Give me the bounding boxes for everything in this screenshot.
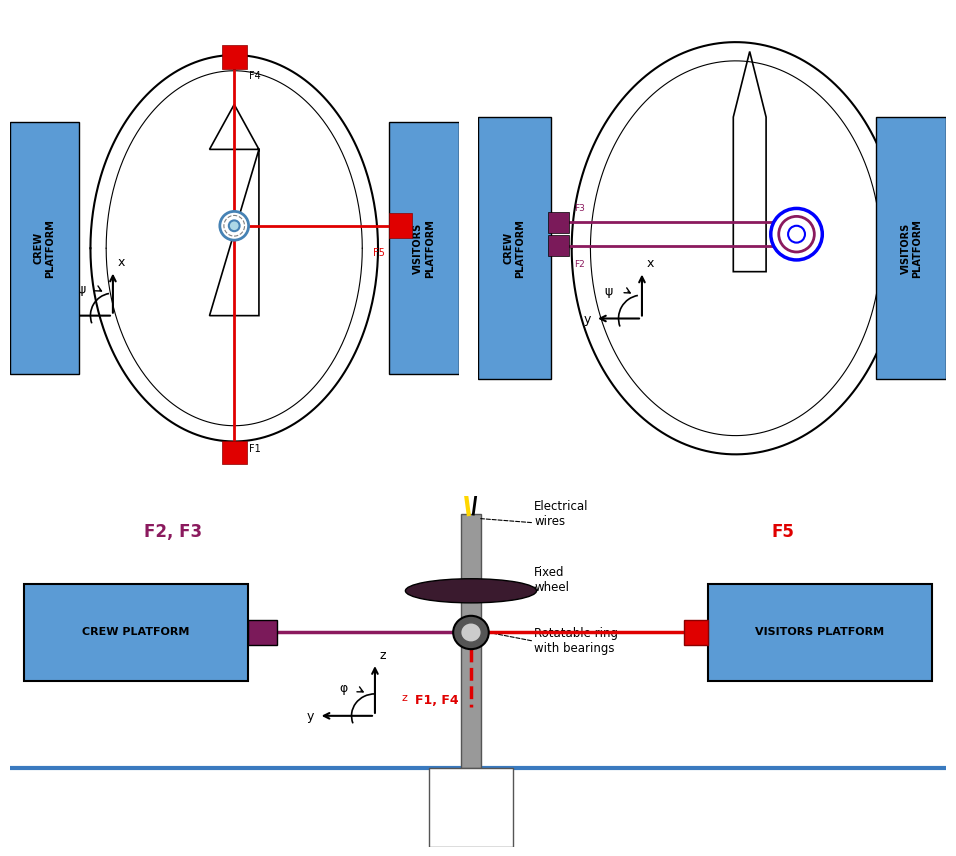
Bar xyxy=(10,122,79,374)
Text: φ: φ xyxy=(339,681,348,695)
Text: F5: F5 xyxy=(373,248,384,259)
Text: F2: F2 xyxy=(574,260,585,269)
Circle shape xyxy=(228,220,240,231)
Circle shape xyxy=(461,623,481,642)
Text: VISITORS
PLATFORM: VISITORS PLATFORM xyxy=(901,219,923,277)
Bar xyxy=(389,213,412,238)
Circle shape xyxy=(220,211,249,241)
Bar xyxy=(222,441,247,464)
Text: VISITORS
PLATFORM: VISITORS PLATFORM xyxy=(413,219,435,277)
Circle shape xyxy=(453,615,489,649)
Text: x: x xyxy=(646,257,654,270)
Bar xyxy=(548,212,570,233)
Bar xyxy=(461,514,481,769)
Text: y: y xyxy=(56,310,64,323)
Text: F3: F3 xyxy=(574,204,585,213)
Circle shape xyxy=(771,208,822,260)
Text: F1, F4: F1, F4 xyxy=(415,694,458,707)
Bar xyxy=(24,585,249,681)
Text: CREW
PLATFORM: CREW PLATFORM xyxy=(504,219,525,277)
Text: VISITORS PLATFORM: VISITORS PLATFORM xyxy=(755,627,884,638)
Text: z: z xyxy=(380,649,386,662)
Text: F2, F3: F2, F3 xyxy=(144,522,203,541)
Bar xyxy=(429,769,513,847)
Text: CREW PLATFORM: CREW PLATFORM xyxy=(82,627,189,638)
Bar xyxy=(707,585,932,681)
Text: Electrical
wires: Electrical wires xyxy=(534,500,589,528)
Text: F4: F4 xyxy=(249,71,260,80)
Bar xyxy=(876,117,946,379)
Bar xyxy=(478,117,551,379)
Text: F1: F1 xyxy=(249,443,260,454)
Bar xyxy=(684,621,707,645)
Text: z: z xyxy=(402,693,407,704)
Text: x: x xyxy=(118,256,125,270)
Text: y: y xyxy=(583,313,591,326)
Ellipse shape xyxy=(405,579,536,603)
Text: F5: F5 xyxy=(771,522,793,541)
Bar xyxy=(249,621,276,645)
Bar xyxy=(222,45,247,68)
Text: Rotatable ring
with bearings: Rotatable ring with bearings xyxy=(534,627,619,655)
Text: ψ: ψ xyxy=(76,283,85,296)
Text: y: y xyxy=(307,710,315,723)
Circle shape xyxy=(788,226,805,242)
Text: ψ: ψ xyxy=(604,285,613,298)
Bar xyxy=(389,122,459,374)
Bar xyxy=(548,235,570,257)
Text: Fixed
wheel: Fixed wheel xyxy=(534,566,569,594)
Text: CREW
PLATFORM: CREW PLATFORM xyxy=(33,219,55,277)
